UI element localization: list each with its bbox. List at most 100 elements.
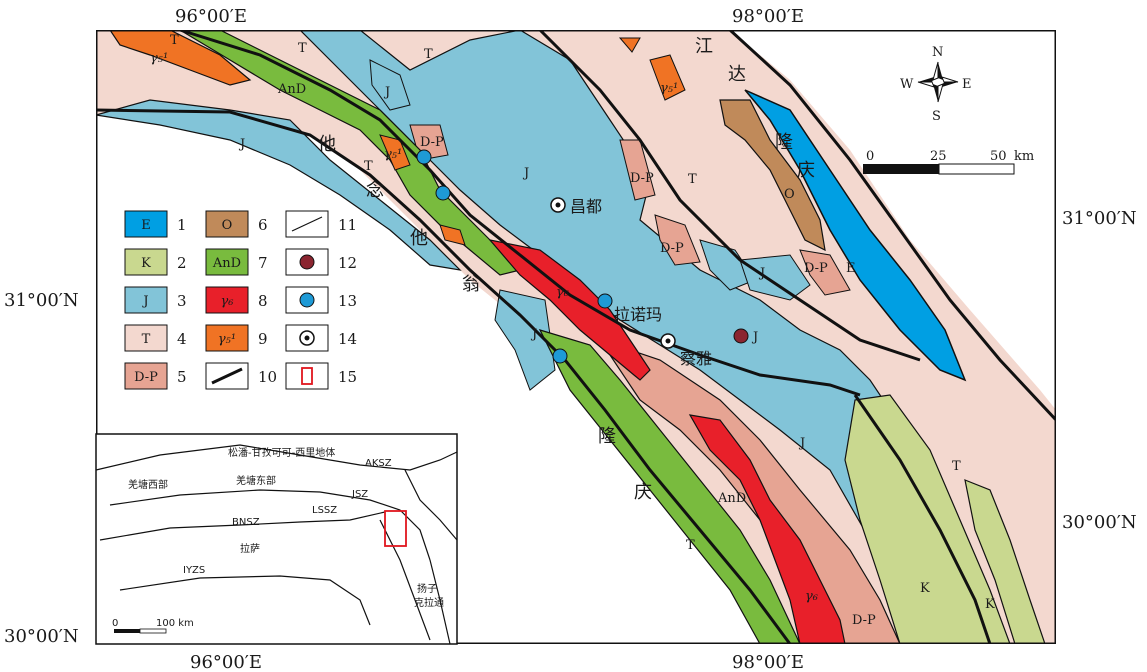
legend-number: 15 [338,368,357,386]
sample-point-blue [435,185,451,201]
legend-swatch [205,286,249,314]
belt-char: 庆 [797,160,815,181]
unit-label: γ₅¹ [150,51,168,66]
legend-code: J [141,294,148,309]
compass-w-label: W [900,77,914,92]
legend-number: 12 [338,254,357,272]
legend-code: T [142,332,151,347]
legend-swatch [124,362,168,390]
unit-label: T [298,41,307,56]
compass-south-arrow-half [933,84,938,102]
unit-label: J [530,327,537,342]
scale-tick-0: 0 [866,149,874,164]
inset-map: 松潘-甘孜可可-西里地体 AKSZ 羌塘西部 羌塘东部 JSZ LSSZ BNS… [95,433,458,645]
legend-number: 13 [338,292,357,310]
fault-ne-2 [728,30,1056,422]
scale-unit: km [1014,149,1034,164]
compass-e-label: E [962,77,972,92]
legend-swatch [205,248,249,276]
unit-label: E [846,261,856,276]
inset-line [109,489,431,561]
unit-k-2 [964,479,1046,644]
inset-sutures [95,444,458,645]
inset-label: 拉萨 [240,542,260,555]
legend-swatch [285,362,329,390]
legend-code: D-P [134,370,158,385]
legend-code: E [141,218,151,233]
unit-label: D-P [804,261,828,276]
belt-char: 隆 [598,426,616,447]
unit-label: T [170,33,179,48]
unit-gamma5-ne [649,54,686,101]
inset-scale-0: 0 [112,618,118,629]
legend-number: 10 [258,368,277,386]
towns: 昌都 拉诺玛 察雅 [550,197,712,368]
legend-number: 7 [258,254,268,272]
lon-label-top-left: 96°00′E [175,6,247,27]
inset-label: LSSZ [312,505,337,516]
unit-gamma5-small [618,37,641,53]
unit-labels: T T T T T T T J J J J J J J AnD AnD D-P … [150,33,995,628]
belt-char: 庆 [634,482,652,503]
legend-number: 2 [177,254,187,272]
inset-label: BNSZ [232,517,260,528]
unit-j-isle-3 [494,289,556,391]
unit-label: O [784,187,795,202]
inset-label: JSZ [351,489,368,500]
legend-code: γ₅¹ [218,332,236,347]
inset-scale-black [114,629,140,633]
legend-swatch [205,324,249,352]
unit-j-isle-2 [739,254,811,301]
scale-bar-black [863,164,939,174]
compass-west-arrow [918,77,934,82]
inset-frame [95,433,458,645]
lat-label-right-lower: 30°00′N [1062,512,1137,533]
unit-o [719,99,826,252]
lon-label-bottom-left: 96°00′E [190,652,262,672]
legend: E 1 K 2 J 3 T 4 D-P 5 O 6 AnD 7 γ₆ 8 γ₅¹ 9 10 11 12 13 14 15 [124,210,357,390]
unit-label: T [424,47,433,62]
lon-label-top-right: 98°00′E [732,6,804,27]
inset-line [429,559,451,645]
unit-j-west [96,99,462,271]
compass-east-arrow-half [942,82,958,87]
legend-study-area [301,367,313,385]
fault-central [179,30,861,397]
legend-swatch [124,210,168,238]
unit-e [744,89,967,382]
fault-sw [96,108,792,644]
legend-number: 8 [258,292,268,310]
legend-maroon-dot [299,254,315,270]
inset-label: 羌塘东部 [236,474,276,487]
legend-code: K [141,256,151,271]
unit-label: J [758,266,765,281]
unit-dp-east [799,249,851,296]
belt-char: 江 [695,36,713,57]
legend-number: 5 [177,368,187,386]
unit-label: γ₅¹ [384,147,402,162]
inset-line [404,469,458,541]
town-label-lanuoma: 拉诺玛 [614,305,662,324]
legend-swatch [205,210,249,238]
legend-town-dot [304,335,310,341]
unit-j-isle-4 [369,59,411,111]
unit-label: J [751,330,758,345]
unit-label: K [985,597,995,612]
belt-char: 翁 [462,274,480,295]
inset-scale-white [139,628,167,634]
sample-point-maroon [733,328,749,344]
legend-thin-fault [291,216,323,232]
compass-rose: N S W E [900,45,972,124]
lat-label-left-upper: 31°00′N [4,290,79,311]
inset-label: 扬子 [417,582,437,595]
fault-se [853,394,992,644]
legend-swatch [124,248,168,276]
legend-blue-dot [299,292,315,308]
legend-swatch [124,286,168,314]
belt-char: 念 [366,179,384,201]
town-marker-dot [665,338,671,344]
legend-swatch [124,324,168,352]
unit-gamma5-nw [109,30,252,86]
town-marker-dot [555,202,561,208]
unit-label: γ₅¹ [660,81,678,96]
